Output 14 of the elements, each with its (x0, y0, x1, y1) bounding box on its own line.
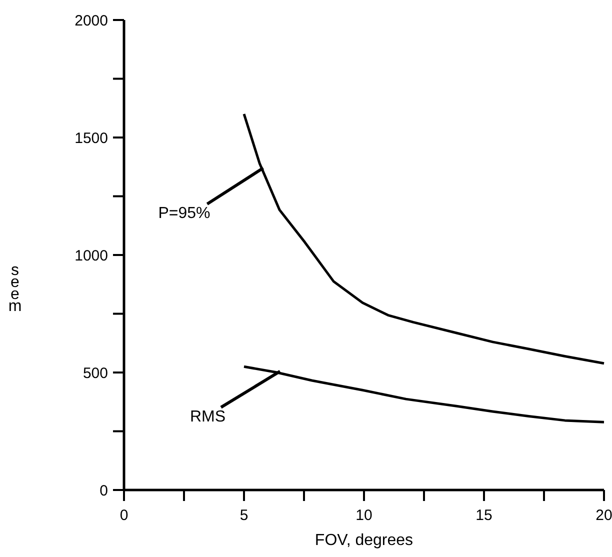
y-axis-title: seem (6, 262, 24, 311)
x-axis-title: FOV, degrees (314, 532, 414, 549)
annotation: P=95% (158, 205, 210, 222)
x-tick-label: 0 (120, 507, 128, 524)
y-tick-label: 0 (100, 482, 108, 500)
y-tick-label: 2000 (74, 12, 108, 30)
y-tick-label: 1000 (74, 247, 108, 264)
x-tick-label: 15 (476, 507, 492, 524)
x-tick-label: 20 (596, 507, 612, 524)
x-tick-label: 10 (356, 507, 372, 524)
y-tick-label: 1500 (74, 130, 108, 147)
x-tick-label: 5 (240, 507, 248, 524)
y-tick-label: 500 (82, 364, 108, 382)
annotation: RMS (190, 408, 226, 426)
